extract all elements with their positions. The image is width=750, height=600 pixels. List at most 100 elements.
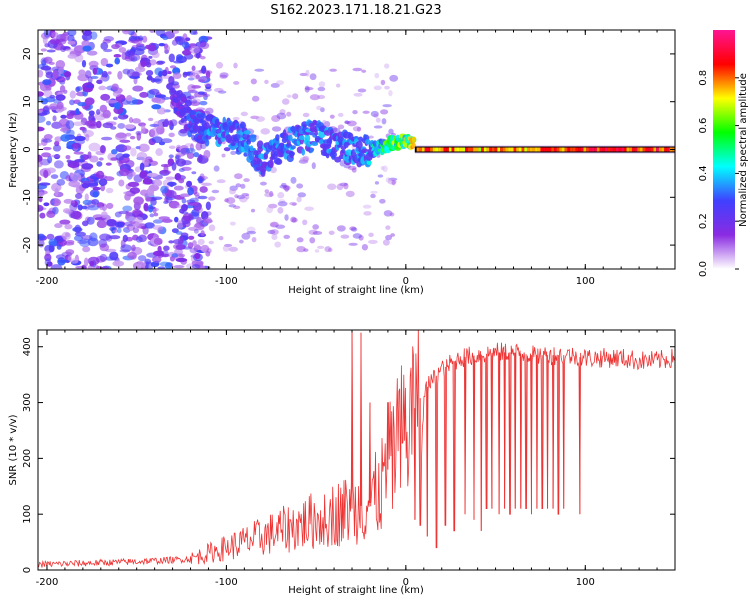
carrier-cell [486, 147, 490, 152]
carrier-cell [605, 147, 608, 152]
carrier-cell [446, 147, 450, 152]
spectrogram-noise-cell [188, 95, 195, 100]
spectrogram-noise-cell [42, 138, 53, 143]
spectrogram-noise-cell [38, 69, 44, 78]
spectrogram-noise-cell [385, 234, 393, 241]
spectrogram-noise-cell [124, 50, 135, 57]
spectrogram-noise-cell [337, 124, 345, 130]
carrier-cell [567, 147, 571, 152]
spectrogram-noise-cell [131, 118, 141, 124]
carrier-cell [505, 147, 509, 152]
carrier-cell [561, 147, 565, 152]
spectrogram-noise-cell [269, 166, 277, 174]
spectrogram-noise-cell [267, 229, 276, 235]
spectrogram-noise-cell [219, 72, 229, 78]
spectrogram-noise-cell [203, 149, 211, 159]
spectrogram-noise-cell [370, 193, 376, 199]
spectrogram-noise-cell [384, 63, 390, 69]
spectrogram-noise-cell [250, 78, 257, 85]
spectrogram-noise-cell [385, 177, 392, 183]
spectrogram-noise-cell [228, 246, 238, 252]
spectrogram-noise-cell [38, 191, 45, 197]
spectrogram-signal-cell [311, 141, 319, 147]
spectrogram-noise-cell [113, 54, 122, 58]
spectrogram-noise-cell [182, 213, 193, 221]
carrier-cell [583, 147, 587, 152]
spectrogram-noise-cell [81, 40, 90, 47]
spectrogram-noise-cell [173, 185, 184, 191]
spectrogram-noise-cell [352, 109, 358, 115]
spectrogram-noise-cell [146, 172, 158, 177]
spectrogram-noise-cell [168, 154, 174, 159]
spectrogram-noise-cell [201, 176, 208, 180]
spectrogram-signal-cell [212, 127, 217, 133]
spectrogram-signal-cell [286, 139, 291, 147]
spectrogram-noise-cell [74, 135, 86, 142]
spectrogram-noise-cell [71, 142, 82, 149]
spectrogram-noise-cell [84, 97, 95, 106]
spectrogram-noise-cell [311, 162, 316, 170]
spectrogram-noise-cell [62, 208, 71, 214]
spectrogram-noise-cell [304, 206, 314, 211]
spectrogram-noise-cell [362, 110, 370, 114]
spectrogram-noise-cell [205, 107, 214, 115]
spectrogram-noise-cell [203, 217, 213, 224]
spectrogram-noise-cell [151, 256, 162, 264]
spectrogram-noise-cell [139, 91, 149, 98]
spectrogram-noise-cell [343, 164, 351, 169]
spectrogram-noise-cell [145, 62, 152, 68]
spectrogram-noise-cell [102, 122, 114, 129]
spectrogram-noise-cell [136, 132, 142, 141]
spectrogram-noise-cell [327, 183, 337, 190]
carrier-cell [586, 147, 589, 152]
spectrogram-noise-cell [56, 179, 66, 186]
spectrogram-noise-cell [150, 198, 157, 206]
spectrogram-noise-cell [54, 187, 59, 197]
spectrogram-noise-cell [269, 190, 274, 197]
spectrogram-noise-cell [70, 172, 82, 182]
spectrogram-noise-cell [102, 109, 111, 119]
spectrogram-noise-cell [139, 170, 147, 178]
spectrogram-noise-cell [250, 208, 256, 213]
spectrogram-noise-cell [144, 193, 149, 199]
spectrogram-noise-cell [45, 67, 52, 75]
spectrogram-signal-cell [188, 110, 197, 116]
spectrogram-noise-cell [105, 162, 112, 166]
spectrogram-noise-cell [187, 95, 197, 99]
spectrogram-noise-cell [189, 247, 199, 254]
spectrogram-noise-cell [181, 41, 189, 49]
spectrogram-noise-cell [229, 221, 236, 226]
spectrogram-noise-cell [173, 243, 185, 250]
spectrogram-signal-cell [224, 126, 230, 135]
spectrogram-noise-cell [160, 138, 173, 144]
spectrogram-noise-cell [189, 46, 200, 54]
chart-title: S162.2023.171.18.21.G23 [270, 3, 441, 18]
carrier-cell [640, 147, 643, 152]
spectrogram-noise-cell [147, 44, 157, 52]
spectrogram-signal-cell [288, 151, 295, 157]
carrier-cell [564, 147, 568, 152]
spectrogram-noise-cell [109, 251, 119, 261]
colorbar-tick-label: 0.8 [698, 70, 709, 86]
spectrogram-noise-cell [299, 72, 308, 77]
carrier-cell [451, 147, 455, 152]
spectrogram-noise-cell [50, 264, 63, 269]
spectrogram-noise-cell [191, 264, 201, 269]
spectrogram-noise-cell [203, 93, 211, 97]
spectrogram-noise-cell [297, 192, 307, 198]
spectrogram-noise-cell [389, 74, 399, 82]
spectrogram-noise-cell [45, 120, 52, 126]
snr-y-tick-label: 100 [22, 505, 33, 524]
spectrogram-noise-cell [233, 62, 238, 69]
spectrogram-noise-cell [56, 101, 64, 110]
snr-x-tick-label: -200 [36, 577, 59, 588]
spectrogram-noise-cell [373, 113, 379, 118]
carrier-cell [629, 147, 633, 152]
spectrogram-noise-cell [271, 126, 282, 132]
spectrogram-noise-cell [101, 70, 108, 79]
carrier-cell [653, 147, 657, 152]
spectrogram-noise-cell [224, 198, 229, 203]
spectrogram-noise-cell [373, 125, 383, 129]
carrier-cell [664, 147, 668, 152]
snr-x-label: Height of straight line (km) [288, 585, 424, 596]
